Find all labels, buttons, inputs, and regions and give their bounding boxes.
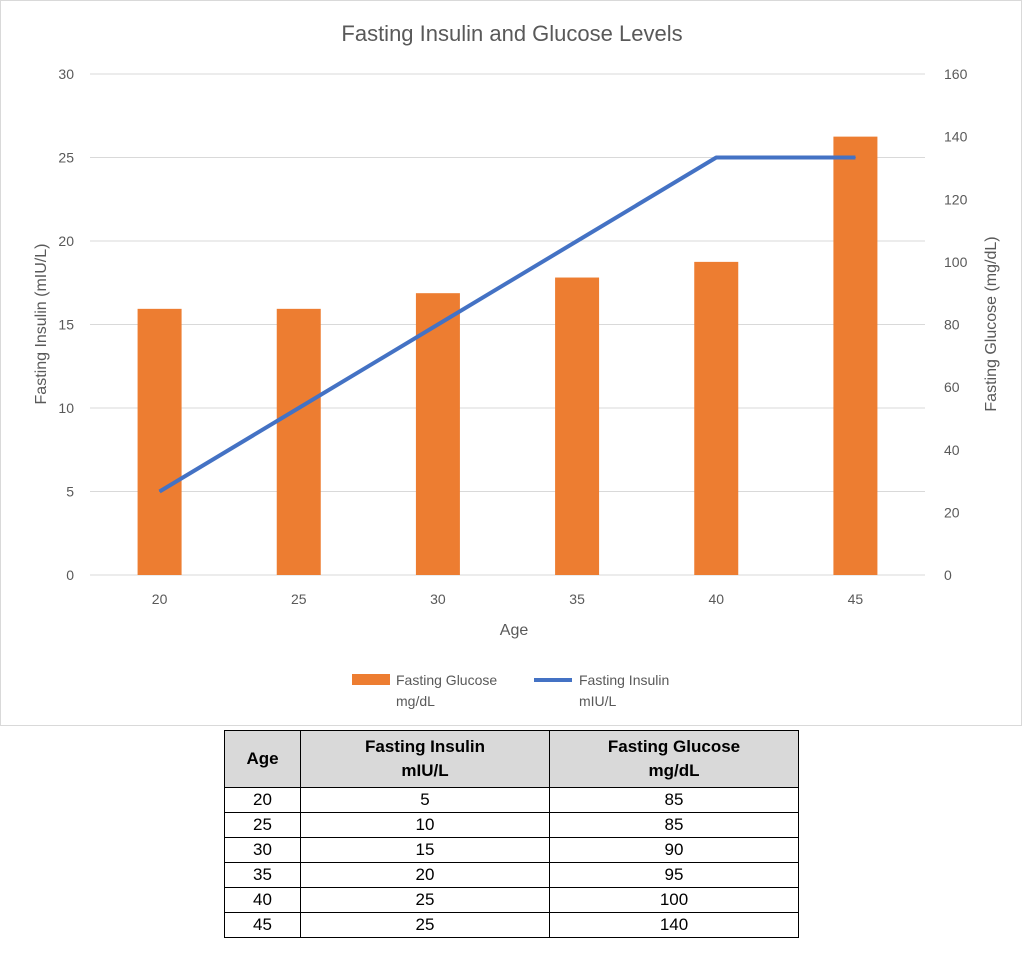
axis-ticks: 0 5 10 15 20 25 30 0 20 40 60 80 100 120 140 160 20 25 30 3… xyxy=(58,66,967,607)
insulin-point xyxy=(576,240,578,242)
cell-insulin: 20 xyxy=(300,862,550,888)
x-tick-label: 35 xyxy=(569,591,585,607)
combo-chart: 0 5 10 15 20 25 30 0 20 40 60 80 100 120 140 160 20 25 30 3… xyxy=(33,21,1000,709)
glucose-bar xyxy=(833,136,878,575)
legend-insulin-label-2: mIU/L xyxy=(579,693,617,709)
cell-glucose: 85 xyxy=(549,787,799,813)
table-row: 35 20 95 xyxy=(224,862,799,888)
chart-title: Fasting Insulin and Glucose Levels xyxy=(341,21,682,46)
glucose-bar xyxy=(276,308,321,575)
insulin-point xyxy=(159,491,161,492)
left-tick-label: 0 xyxy=(66,567,74,583)
insulin-line-path xyxy=(158,155,856,494)
cell-glucose: 90 xyxy=(549,837,799,863)
x-tick-label: 25 xyxy=(291,591,307,607)
insulin-point xyxy=(437,324,439,325)
right-tick-label: 0 xyxy=(944,567,952,583)
header-glucose-line2: mg/dL xyxy=(648,761,700,780)
right-tick-label: 40 xyxy=(944,442,960,458)
cell-insulin: 10 xyxy=(300,812,550,838)
header-insulin: Fasting Insulin mIU/L xyxy=(300,730,550,788)
glucose-bar xyxy=(555,277,600,575)
left-tick-label: 15 xyxy=(58,317,74,333)
cell-glucose: 100 xyxy=(549,887,799,913)
header-age-text: Age xyxy=(246,749,279,768)
cell-glucose: 95 xyxy=(549,862,799,888)
glucose-bar xyxy=(137,308,182,575)
cell-age: 40 xyxy=(224,887,301,913)
gridlines xyxy=(90,73,925,576)
right-tick-label: 80 xyxy=(944,317,960,333)
header-glucose-line1: Fasting Glucose xyxy=(607,737,741,756)
glucose-bar xyxy=(694,261,739,575)
glucose-bars xyxy=(137,136,878,575)
legend: Fasting Glucose mg/dL Fasting Insulin mI… xyxy=(352,672,669,709)
left-tick-label: 5 xyxy=(66,484,74,500)
right-tick-label: 120 xyxy=(944,191,968,207)
right-tick-label: 160 xyxy=(944,66,968,82)
legend-glucose-swatch xyxy=(352,674,390,685)
insulin-point xyxy=(854,157,856,158)
x-tick-label: 30 xyxy=(430,591,446,607)
cell-glucose: 140 xyxy=(549,912,799,938)
insulin-line xyxy=(158,155,856,494)
left-tick-label: 25 xyxy=(58,150,74,166)
cell-age: 30 xyxy=(224,837,301,863)
table-row: 40 25 100 xyxy=(224,887,799,913)
left-tick-label: 20 xyxy=(58,233,74,249)
right-tick-label: 20 xyxy=(944,504,960,520)
data-table: Age Fasting Insulin mIU/L Fasting Glucos… xyxy=(224,730,799,938)
cell-age: 45 xyxy=(224,912,301,938)
header-insulin-line1: Fasting Insulin xyxy=(365,737,485,756)
table-header-row: Age Fasting Insulin mIU/L Fasting Glucos… xyxy=(224,730,799,788)
table-row: 45 25 140 xyxy=(224,912,799,938)
insulin-point xyxy=(298,407,300,409)
chart-area: 0 5 10 15 20 25 30 0 20 40 60 80 100 120 140 160 20 25 30 3… xyxy=(0,0,1022,726)
cell-insulin: 25 xyxy=(300,912,550,938)
x-tick-label: 45 xyxy=(848,591,864,607)
legend-glucose-label-1: Fasting Glucose xyxy=(396,672,497,688)
header-glucose: Fasting Glucose mg/dL xyxy=(549,730,799,788)
left-tick-label: 30 xyxy=(58,66,74,82)
cell-glucose: 85 xyxy=(549,812,799,838)
right-tick-label: 100 xyxy=(944,254,968,270)
left-axis-title: Fasting Insulin (mIU/L) xyxy=(33,244,50,405)
legend-glucose-label-2: mg/dL xyxy=(396,693,435,709)
insulin-point xyxy=(715,157,717,158)
cell-age: 25 xyxy=(224,812,301,838)
x-axis-title: Age xyxy=(500,622,529,639)
cell-age: 35 xyxy=(224,862,301,888)
cell-age: 20 xyxy=(224,787,301,813)
legend-insulin-label-1: Fasting Insulin xyxy=(579,672,669,688)
right-axis-title: Fasting Glucose (mg/dL) xyxy=(983,236,1000,411)
header-insulin-line2: mIU/L xyxy=(401,761,449,780)
left-tick-label: 10 xyxy=(58,400,74,416)
cell-insulin: 15 xyxy=(300,837,550,863)
right-tick-label: 60 xyxy=(944,379,960,395)
cell-insulin: 5 xyxy=(300,787,550,813)
table-row: 25 10 85 xyxy=(224,812,799,838)
x-tick-label: 20 xyxy=(152,591,168,607)
right-tick-label: 140 xyxy=(944,129,968,145)
glucose-bar xyxy=(415,293,460,575)
table-row: 20 5 85 xyxy=(224,787,799,813)
cell-insulin: 25 xyxy=(300,887,550,913)
x-tick-label: 40 xyxy=(708,591,724,607)
header-age: Age xyxy=(224,730,301,788)
table-row: 30 15 90 xyxy=(224,837,799,863)
